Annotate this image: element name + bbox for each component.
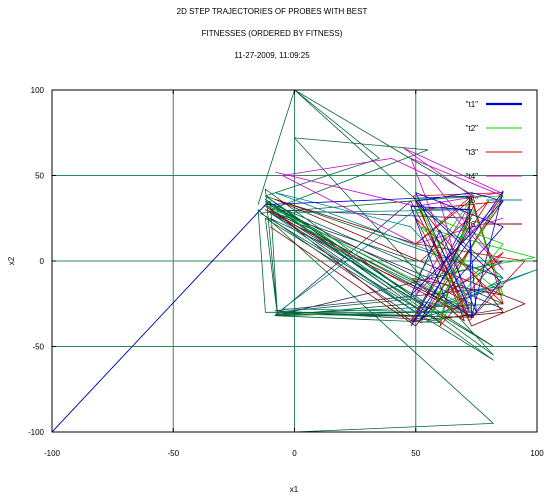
chart-title-line-2: FITNESSES (ORDERED BY FITNESS) (202, 29, 343, 38)
legend-label-1: "t2" (466, 124, 479, 133)
y-tick-label-4: 100 (31, 86, 45, 95)
axis-ticks: -100 -50 0 50 100 -100 -50 0 50 100 (28, 86, 544, 458)
x-tick-label-0: -100 (44, 449, 61, 458)
legend-label-2: "t3" (466, 148, 479, 157)
x-tick-label-2: 0 (292, 449, 297, 458)
x-tick-label-4: 100 (530, 449, 544, 458)
series-lines (52, 90, 537, 432)
y-axis-label: x2 (7, 256, 16, 265)
series-line-6 (52, 90, 504, 432)
grid-lines (52, 90, 537, 432)
y-tick-label-0: -100 (28, 428, 45, 437)
legend-label-5: "t6" (466, 220, 479, 229)
y-tick-label-2: 0 (40, 257, 45, 266)
x-axis-label: x1 (290, 485, 299, 494)
chart-title-line-3: 11-27-2009, 11:09:25 (234, 51, 310, 60)
series-line-0 (52, 190, 504, 432)
y-tick-label-1: -50 (32, 343, 44, 352)
legend: "t1" "t2" "t3" "t4" "t5" "t6" (466, 100, 522, 229)
x-tick-label-1: -50 (167, 449, 179, 458)
legend-label-0: "t1" (466, 100, 479, 109)
legend-label-3: "t4" (466, 172, 479, 181)
x-tick-label-3: 50 (411, 449, 420, 458)
series-line-3 (275, 147, 504, 313)
y-tick-label-3: 50 (35, 172, 44, 181)
series-line-2 (265, 192, 526, 327)
legend-label-4: "t5" (466, 196, 479, 205)
chart-title-line-1: 2D STEP TRAJECTORIES OF PROBES WITH BEST (177, 7, 368, 16)
